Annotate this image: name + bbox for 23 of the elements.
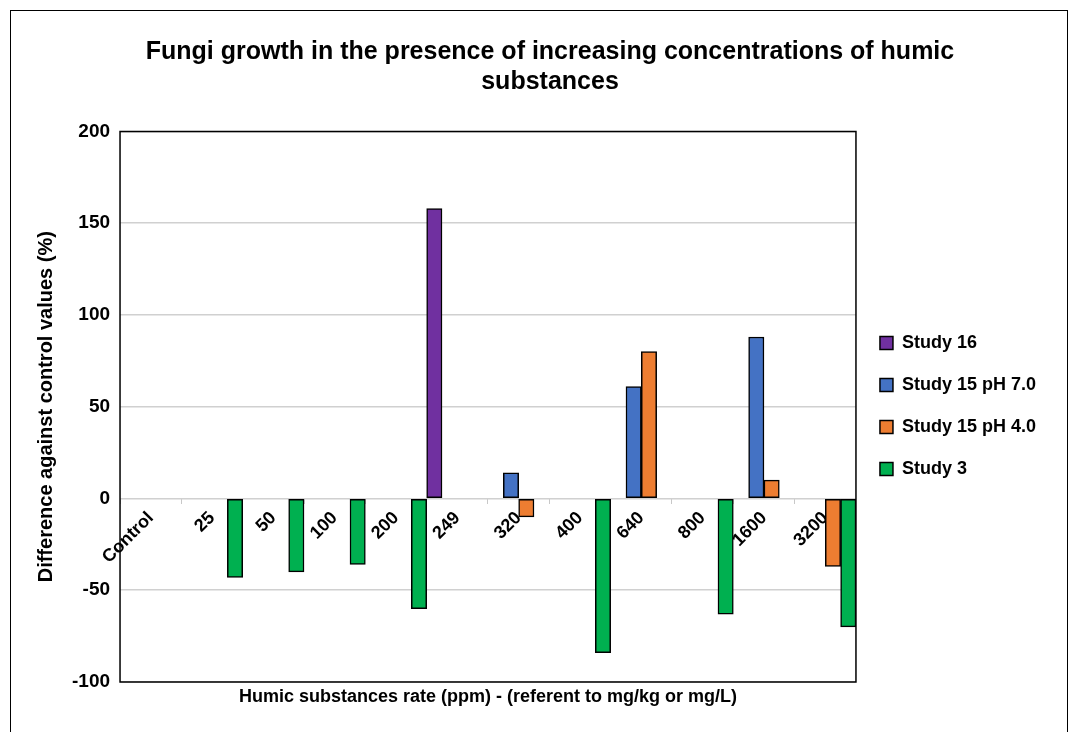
x-tick-label: 249 xyxy=(428,507,464,543)
x-tick-label: 400 xyxy=(550,507,587,543)
x-tick-label: 25 xyxy=(190,507,219,536)
chart-title: Fungi growth in the presence of increasing concentrations of humic substances xyxy=(144,35,956,95)
y-tick-label: 0 xyxy=(99,486,111,508)
legend-label: Study 15 pH 4.0 xyxy=(901,415,1036,436)
legend-label: Study 16 xyxy=(901,331,977,352)
x-tick-label: 800 xyxy=(673,507,709,543)
x-tick-label: 100 xyxy=(305,507,342,543)
y-axis-title: Difference against control values (%) xyxy=(33,231,56,583)
legend-label: Study 3 xyxy=(901,457,967,478)
x-tick-label: 200 xyxy=(366,507,403,543)
y-tick-label: -100 xyxy=(72,670,111,692)
x-tick-label: 320 xyxy=(489,507,525,543)
y-tick-label: 100 xyxy=(78,303,111,325)
y-tick-label: 200 xyxy=(78,119,111,141)
y-tick-label: -50 xyxy=(82,578,111,600)
x-tick-label: 50 xyxy=(251,507,280,536)
y-tick-label: 50 xyxy=(88,394,111,416)
x-tick-label: 640 xyxy=(612,507,648,543)
y-tick-label: 150 xyxy=(78,211,111,233)
legend-label: Study 15 pH 7.0 xyxy=(901,373,1036,394)
x-axis-title: Humic substances rate (ppm) - (referent to mg/kg or mg/L) xyxy=(238,685,738,706)
